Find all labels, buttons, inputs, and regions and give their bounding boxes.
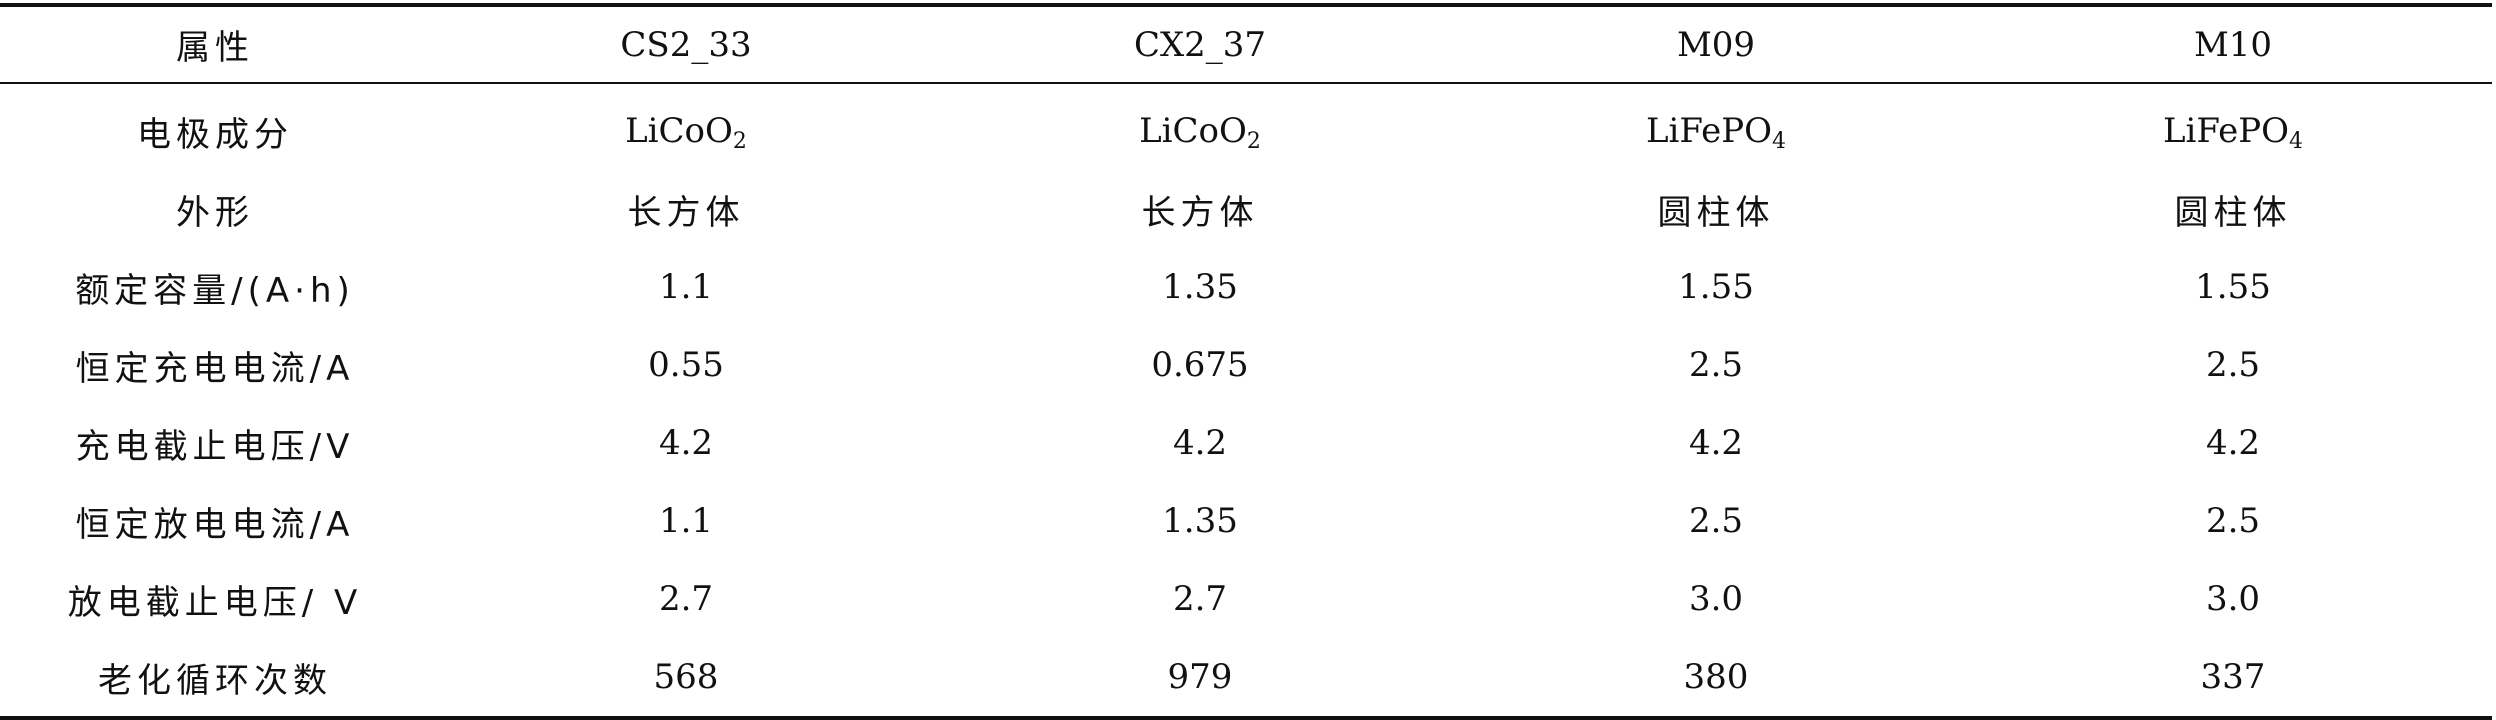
formula-subscript: 2 xyxy=(732,129,747,154)
table-row: 外形 长方体 长方体 圆柱体 圆柱体 xyxy=(0,170,2492,248)
table-cell: 4.2 xyxy=(1172,423,1228,463)
formula-base: LiFePO xyxy=(2162,111,2290,151)
table-cell: 1.55 xyxy=(1678,267,1754,307)
table-cell: 1.1 xyxy=(658,267,714,307)
table-cell: 圆柱体 xyxy=(2174,192,2292,233)
header-battery-m10: M10 xyxy=(2193,24,2273,65)
table-cell: 1.35 xyxy=(1162,267,1238,307)
formula-subscript: 4 xyxy=(1772,129,1787,154)
table-cell: 长方体 xyxy=(627,192,745,233)
table-cell: 2.5 xyxy=(2205,345,2261,385)
table-cell: LiCoO2 xyxy=(430,83,942,170)
table-cell: 4.2 xyxy=(1688,423,1744,463)
table-cell: 3.0 xyxy=(1688,579,1744,619)
row-label-discharge-cutoff-voltage: 放电截止电压/ V xyxy=(67,582,363,623)
row-label-charge-current: 恒定充电电流/A xyxy=(75,348,355,389)
row-label-shape: 外形 xyxy=(176,192,254,233)
row-label-electrode-material: 电极成分 xyxy=(137,114,293,155)
formula-base: LiCoO xyxy=(1139,111,1247,151)
table-cell: 1.35 xyxy=(1162,501,1238,541)
table-body: 电极成分 LiCoO2 LiCoO2 LiFePO4 LiFePO4 外形 长方… xyxy=(0,83,2492,718)
table-cell: 2.7 xyxy=(1172,579,1228,619)
table-cell: 1.55 xyxy=(2195,267,2271,307)
table-row: 电极成分 LiCoO2 LiCoO2 LiFePO4 LiFePO4 xyxy=(0,83,2492,170)
table-cell: 1.1 xyxy=(658,501,714,541)
header-battery-cx2-37: CX2_37 xyxy=(1133,24,1267,65)
table-cell: LiFePO4 xyxy=(1458,83,1974,170)
row-label-aging-cycles: 老化循环次数 xyxy=(98,660,332,701)
formula-base: LiFePO xyxy=(1645,111,1773,151)
table-cell: 圆柱体 xyxy=(1657,192,1775,233)
table-cell: 3.0 xyxy=(2205,579,2261,619)
table-row: 恒定充电电流/A 0.55 0.675 2.5 2.5 xyxy=(0,326,2492,404)
table-cell: 2.5 xyxy=(2205,501,2261,541)
table-cell: 2.5 xyxy=(1688,501,1744,541)
formula-subscript: 4 xyxy=(2289,129,2304,154)
header-row: 属性 CS2_33 CX2_37 M09 M10 xyxy=(0,5,2492,83)
table-row: 恒定放电电流/A 1.1 1.35 2.5 2.5 xyxy=(0,482,2492,560)
header-battery-m09: M09 xyxy=(1676,24,1756,65)
row-label-charge-cutoff-voltage: 充电截止电压/V xyxy=(75,426,355,467)
table-cell: 979 xyxy=(1167,657,1233,697)
formula-base: LiCoO xyxy=(625,111,733,151)
table-cell: LiFePO4 xyxy=(1974,83,2492,170)
table-cell: 长方体 xyxy=(1141,192,1259,233)
table-cell: 337 xyxy=(2200,657,2266,697)
table-row: 充电截止电压/V 4.2 4.2 4.2 4.2 xyxy=(0,404,2492,482)
table-cell: 380 xyxy=(1683,657,1749,697)
table-cell: 2.7 xyxy=(658,579,714,619)
table-cell: 0.55 xyxy=(648,345,724,385)
table-cell: 4.2 xyxy=(658,423,714,463)
table-cell: 4.2 xyxy=(2205,423,2261,463)
row-label-discharge-current: 恒定放电电流/A xyxy=(75,504,355,545)
table-header: 属性 CS2_33 CX2_37 M09 M10 xyxy=(0,5,2492,83)
battery-properties-table: 属性 CS2_33 CX2_37 M09 M10 电极成分 LiCoO2 LiC… xyxy=(0,3,2492,720)
formula-subscript: 2 xyxy=(1246,129,1261,154)
table-cell: LiCoO2 xyxy=(942,83,1458,170)
table-cell: 2.5 xyxy=(1688,345,1744,385)
table-cell: 568 xyxy=(653,657,719,697)
table-cell: 0.675 xyxy=(1151,345,1249,385)
header-battery-cs2-33: CS2_33 xyxy=(620,24,752,65)
table-row: 老化循环次数 568 979 380 337 xyxy=(0,638,2492,718)
row-label-rated-capacity: 额定容量/(A·h) xyxy=(75,270,355,311)
table-row: 放电截止电压/ V 2.7 2.7 3.0 3.0 xyxy=(0,560,2492,638)
table-row: 额定容量/(A·h) 1.1 1.35 1.55 1.55 xyxy=(0,248,2492,326)
header-property: 属性 xyxy=(176,28,254,68)
